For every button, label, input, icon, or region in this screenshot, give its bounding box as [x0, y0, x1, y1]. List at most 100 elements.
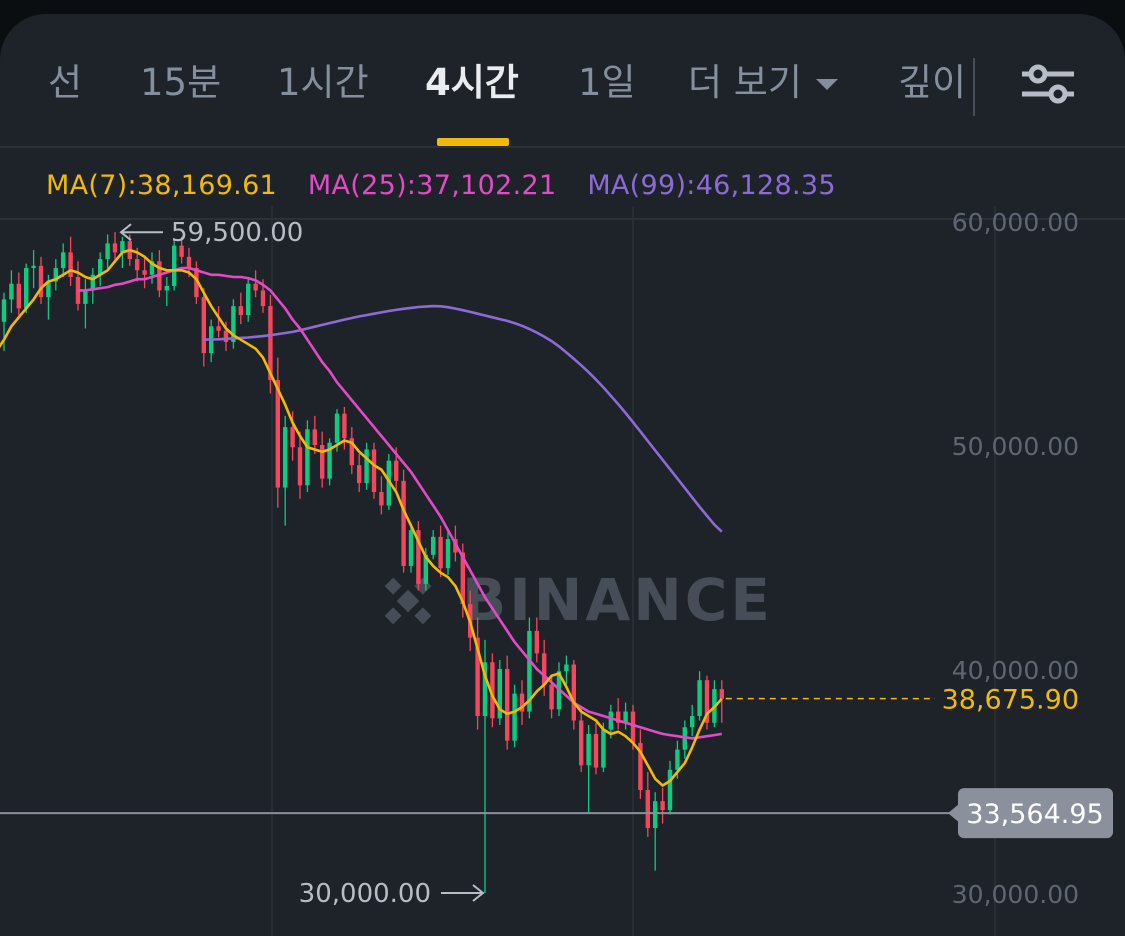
last-price-label: 38,675.90 [942, 685, 1079, 716]
candle-body [519, 693, 525, 712]
candle-body [46, 281, 51, 298]
candle-body [9, 283, 14, 300]
candle-body [194, 268, 199, 298]
candle-body [601, 729, 606, 768]
candle-body [364, 449, 369, 484]
ma-lines [0, 248, 723, 787]
candle-body [320, 445, 325, 479]
candle-body [512, 693, 517, 741]
candle-body [216, 326, 221, 331]
candle-body [608, 711, 613, 730]
crosshair-price-label: 33,564.95 [966, 799, 1103, 830]
crosshair-pointer [948, 803, 960, 824]
candle-body [697, 680, 702, 717]
binance-watermark: BINANCE [384, 566, 773, 634]
tab-1h[interactable]: 1시간 [277, 61, 369, 104]
candle-body [327, 442, 332, 479]
price-markers: 38,675.90 33,564.95 59,500.00 30,000.00 [0, 218, 1113, 909]
tab-line[interactable]: 선 [48, 61, 83, 104]
arrow-left-icon [119, 223, 132, 241]
candle-body [379, 492, 384, 506]
candle-body [616, 711, 621, 723]
candle-body [482, 662, 488, 717]
candle-body [260, 290, 266, 307]
candle-body [431, 536, 436, 555]
candle-body [83, 290, 88, 304]
candle-body [290, 427, 295, 448]
y-tick-label: 50,000.00 [952, 432, 1079, 461]
arrow-right-icon [472, 884, 485, 902]
candle-body [172, 245, 177, 286]
candle-body [253, 283, 258, 291]
candle-body [342, 413, 347, 439]
candle-body [704, 680, 710, 723]
candle-body [201, 297, 206, 354]
candle-body [357, 465, 362, 484]
candle-body [623, 711, 628, 723]
tab-15m[interactable]: 15분 [140, 61, 222, 104]
candle-body [416, 530, 421, 584]
high-price-label: 59,500.00 [171, 218, 303, 248]
candle-body [579, 720, 584, 766]
candle-body [371, 449, 377, 493]
watermark-text: BINANCE [462, 566, 773, 634]
candle-body [186, 256, 192, 269]
candle-body [305, 429, 310, 486]
chart-settings-button[interactable] [1018, 62, 1078, 108]
candle-body [142, 270, 147, 275]
candle-body [275, 380, 280, 488]
ma-legend: MA(7):38,169.61 MA(25):37,102.21 MA(99):… [46, 166, 858, 206]
candle-body [16, 283, 21, 309]
candle-body [164, 285, 169, 291]
tab-1d[interactable]: 1일 [578, 61, 636, 104]
y-tick-label: 40,000.00 [952, 656, 1079, 685]
candle-body [497, 669, 502, 719]
y-tick-label: 60,000.00 [952, 208, 1079, 237]
candle-body [527, 630, 532, 712]
candle-body [653, 801, 658, 829]
ma25-label: MA(25):37,102.21 [307, 170, 557, 201]
price-axis: 60,000.00 50,000.00 40,000.00 30,000.00 [952, 208, 1079, 909]
candle-body [549, 684, 554, 710]
candle-body [593, 733, 599, 768]
candle-body [394, 460, 399, 481]
ma99-line [203, 304, 723, 533]
crosshair-tag [958, 788, 1113, 839]
tab-4h[interactable]: 4시간 [425, 61, 519, 104]
active-tab-indicator [437, 138, 509, 146]
sliders-icon [1022, 64, 1074, 104]
candle-body [401, 480, 406, 566]
ma99-label: MA(99):46,128.35 [587, 170, 836, 201]
candle-body [630, 711, 636, 743]
binance-logo-icon [384, 577, 432, 625]
candle-body [660, 801, 665, 811]
candle-body [238, 306, 243, 316]
tab-more[interactable]: 더 보기 [688, 58, 838, 108]
candle-body [223, 330, 229, 342]
candle-body [675, 749, 680, 770]
candle-body [349, 438, 354, 466]
candle-body [638, 742, 643, 790]
candle-body [690, 716, 695, 728]
candle-body [667, 769, 673, 811]
header-divider [0, 146, 1125, 148]
candle-body [490, 662, 495, 719]
legend-divider [0, 218, 1125, 220]
candle-body [534, 630, 539, 654]
candle-body [542, 653, 547, 685]
candle-body [460, 552, 465, 605]
candle-body [246, 283, 251, 316]
candle-body [438, 536, 443, 569]
candle-body [24, 268, 29, 309]
candle-body [38, 265, 44, 298]
candle-body [586, 733, 591, 766]
candle-body [120, 241, 125, 253]
tab-depth[interactable]: 깊이 [898, 61, 967, 104]
candle-body [297, 447, 303, 486]
candle-body [31, 265, 36, 269]
candle-body [312, 429, 317, 445]
ma25-line [78, 266, 723, 740]
candle-body [112, 243, 118, 253]
interval-tabs: 선 15분 1시간 4시간 1일 더 보기 깊이 [0, 14, 1125, 146]
